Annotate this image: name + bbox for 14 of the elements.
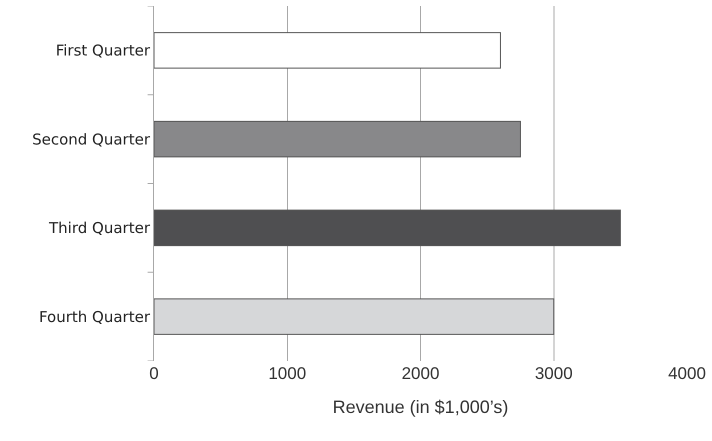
x-axis-title: Revenue (in $1,000’s) <box>332 397 508 418</box>
bar <box>154 210 621 246</box>
x-tick-label: 4000 <box>668 364 706 383</box>
x-tick-label: 0 <box>149 364 159 383</box>
x-tick-label: 3000 <box>534 364 573 383</box>
bar <box>154 298 554 335</box>
y-tick-label: Second Quarter <box>32 130 151 148</box>
y-tick-label: Third Quarter <box>48 219 151 238</box>
y-tick-label: Fourth Quarter <box>38 308 151 326</box>
bar <box>154 32 501 69</box>
bar <box>154 120 521 158</box>
x-tick-label: 2000 <box>402 364 440 383</box>
y-tick-label: First Quarter <box>56 42 151 60</box>
x-tick-label: 1000 <box>268 364 306 383</box>
